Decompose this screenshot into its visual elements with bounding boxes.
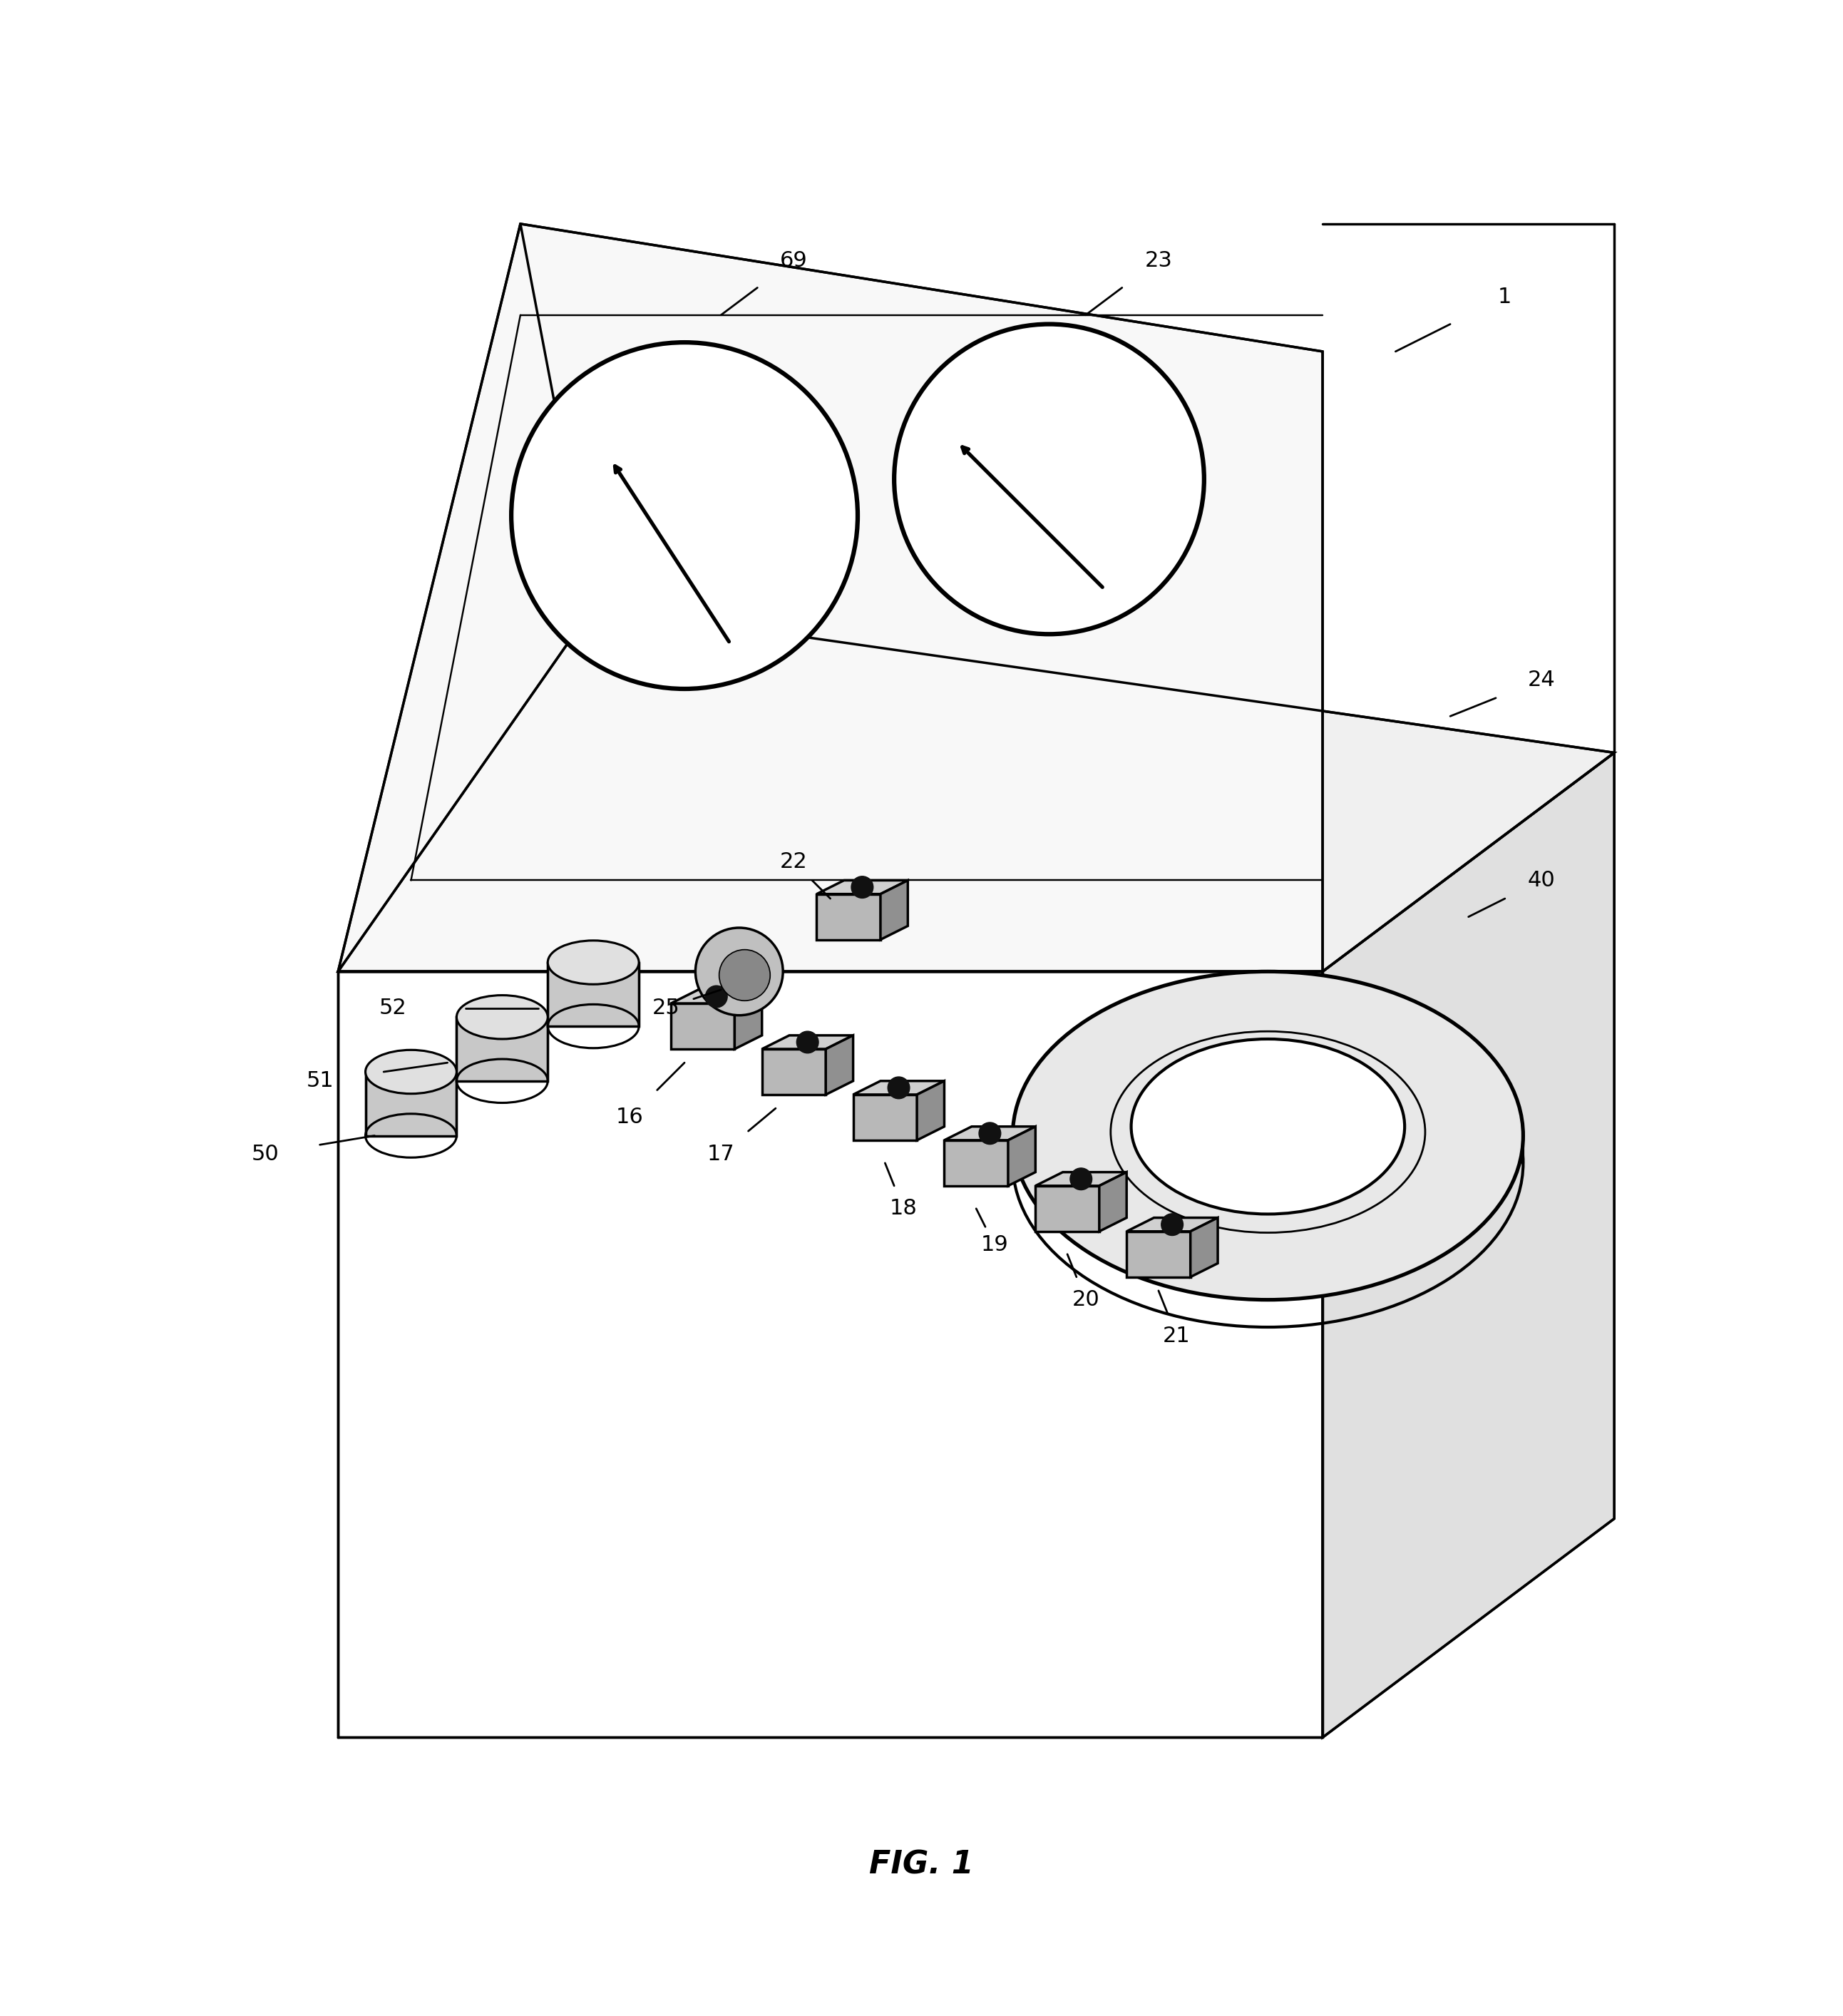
Polygon shape — [1008, 1127, 1036, 1185]
Polygon shape — [826, 1036, 853, 1095]
Polygon shape — [944, 1141, 1008, 1185]
Circle shape — [851, 877, 874, 897]
Circle shape — [511, 343, 857, 689]
Polygon shape — [853, 1095, 918, 1141]
Text: 17: 17 — [708, 1143, 735, 1163]
Text: 20: 20 — [1073, 1290, 1100, 1310]
Text: 69: 69 — [780, 250, 807, 270]
Polygon shape — [337, 224, 1323, 972]
Polygon shape — [671, 990, 761, 1004]
Circle shape — [706, 986, 728, 1008]
Polygon shape — [1126, 1218, 1218, 1232]
Ellipse shape — [1012, 972, 1522, 1300]
Ellipse shape — [547, 941, 640, 984]
Polygon shape — [881, 881, 909, 939]
Circle shape — [1161, 1214, 1183, 1236]
Circle shape — [894, 325, 1203, 635]
Circle shape — [979, 1123, 1001, 1145]
Text: 40: 40 — [1528, 871, 1555, 891]
Polygon shape — [1036, 1185, 1098, 1232]
Text: 21: 21 — [1163, 1327, 1191, 1347]
Circle shape — [1071, 1167, 1091, 1189]
Polygon shape — [1126, 1232, 1191, 1276]
Text: 1: 1 — [1498, 286, 1511, 306]
Polygon shape — [944, 1127, 1036, 1141]
Text: 51: 51 — [306, 1070, 334, 1091]
Circle shape — [695, 927, 783, 1016]
Polygon shape — [457, 1018, 547, 1081]
Text: 19: 19 — [980, 1234, 1008, 1256]
Polygon shape — [761, 1036, 853, 1048]
Polygon shape — [1323, 752, 1614, 1738]
Text: FIG. 1: FIG. 1 — [870, 1851, 973, 1881]
Polygon shape — [735, 990, 761, 1048]
Text: 18: 18 — [890, 1198, 918, 1220]
Polygon shape — [1098, 1171, 1126, 1232]
Polygon shape — [671, 1004, 735, 1048]
Polygon shape — [547, 962, 640, 1026]
Polygon shape — [1191, 1218, 1218, 1276]
Text: 16: 16 — [616, 1107, 643, 1127]
Polygon shape — [918, 1081, 944, 1141]
Ellipse shape — [1132, 1038, 1404, 1214]
Polygon shape — [761, 1048, 826, 1095]
Polygon shape — [337, 972, 1323, 1738]
Polygon shape — [853, 1081, 944, 1095]
Polygon shape — [816, 881, 909, 893]
Circle shape — [719, 950, 770, 1000]
Ellipse shape — [365, 1050, 457, 1095]
Ellipse shape — [457, 996, 547, 1038]
Polygon shape — [365, 1073, 457, 1135]
Text: 50: 50 — [251, 1143, 278, 1163]
Polygon shape — [1036, 1171, 1126, 1185]
Circle shape — [796, 1032, 818, 1052]
Circle shape — [888, 1077, 910, 1099]
Text: 22: 22 — [780, 853, 807, 873]
Text: 52: 52 — [380, 998, 407, 1018]
Text: 24: 24 — [1528, 669, 1555, 689]
Text: 25: 25 — [652, 998, 680, 1018]
Text: 23: 23 — [1145, 250, 1172, 270]
Polygon shape — [337, 607, 1614, 972]
Polygon shape — [816, 893, 881, 939]
